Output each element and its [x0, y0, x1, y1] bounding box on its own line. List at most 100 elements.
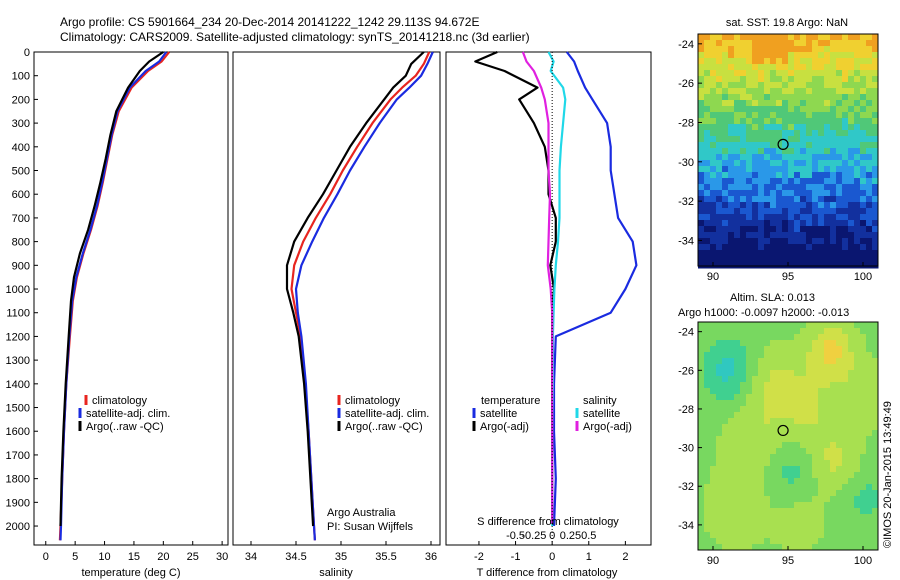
- map-cell: [770, 250, 777, 257]
- map-cell: [842, 532, 849, 539]
- map-cell: [866, 358, 873, 365]
- map-cell: [830, 82, 837, 89]
- map-cell: [788, 448, 795, 455]
- map-cell: [758, 424, 765, 431]
- map-cell: [842, 322, 849, 329]
- map-cell: [836, 382, 843, 389]
- lat-tick-label: -28: [678, 117, 694, 129]
- map-cell: [782, 436, 789, 443]
- map-cell: [716, 394, 723, 401]
- map-cell: [728, 214, 735, 221]
- map-cell: [824, 466, 831, 473]
- map-cell: [722, 166, 729, 173]
- map-cell: [842, 520, 849, 527]
- map-cell: [836, 364, 843, 371]
- map-cell: [758, 544, 765, 551]
- map-cell: [770, 502, 777, 509]
- map-cell: [722, 418, 729, 425]
- lon-tick-label: 90: [707, 555, 719, 567]
- map-cell: [824, 424, 831, 431]
- map-cell: [770, 430, 777, 437]
- map-cell: [734, 88, 741, 95]
- map-cell: [848, 544, 855, 551]
- map-cell: [776, 202, 783, 209]
- map-cell: [776, 124, 783, 131]
- map-cell: [812, 190, 819, 197]
- map-cell: [854, 520, 861, 527]
- map-cell: [698, 46, 705, 53]
- map-cell: [716, 196, 723, 203]
- map-cell: [758, 322, 765, 329]
- map-cell: [860, 148, 867, 155]
- map-cell: [716, 256, 723, 263]
- map-cell: [848, 190, 855, 197]
- map-cell: [842, 262, 849, 269]
- map-cell: [836, 322, 843, 329]
- map-cell: [788, 124, 795, 131]
- map-cell: [836, 508, 843, 515]
- map-cell: [842, 220, 849, 227]
- map-cell: [740, 508, 747, 515]
- map-cell: [806, 34, 813, 41]
- map-cell: [806, 484, 813, 491]
- map-cell: [740, 334, 747, 341]
- map-cell: [848, 352, 855, 359]
- map-cell: [710, 88, 717, 95]
- map-cell: [746, 124, 753, 131]
- map-cell: [740, 142, 747, 149]
- map-cell: [746, 448, 753, 455]
- map-cell: [854, 394, 861, 401]
- map-cell: [764, 502, 771, 509]
- map-cell: [836, 208, 843, 215]
- map-cell: [770, 130, 777, 137]
- map-cell: [830, 142, 837, 149]
- map-cell: [854, 202, 861, 209]
- map-cell: [866, 88, 873, 95]
- map-cell: [848, 394, 855, 401]
- map-cell: [704, 256, 711, 263]
- map-cell: [770, 544, 777, 551]
- map-cell: [704, 184, 711, 191]
- map-cell: [764, 184, 771, 191]
- map-cell: [824, 544, 831, 551]
- map-cell: [728, 106, 735, 113]
- map-cell: [818, 244, 825, 251]
- map-cell: [794, 424, 801, 431]
- map-cell: [752, 454, 759, 461]
- map-cell: [836, 412, 843, 419]
- map-cell: [800, 250, 807, 257]
- map-cell: [764, 244, 771, 251]
- map-cell: [740, 196, 747, 203]
- map-cell: [794, 322, 801, 329]
- map-cell: [722, 70, 729, 77]
- map-cell: [698, 388, 705, 395]
- map-cell: [752, 406, 759, 413]
- map-cell: [848, 172, 855, 179]
- map-cell: [872, 112, 879, 119]
- map-cell: [836, 532, 843, 539]
- map-cell: [812, 538, 819, 545]
- map-cell: [710, 220, 717, 227]
- map-cell: [824, 418, 831, 425]
- map-cell: [740, 130, 747, 137]
- map-cell: [716, 352, 723, 359]
- map-cell: [842, 466, 849, 473]
- map-cell: [866, 70, 873, 77]
- map-cell: [782, 154, 789, 161]
- map-cell: [758, 514, 765, 521]
- map-cell: [800, 100, 807, 107]
- map-cell: [842, 40, 849, 47]
- map-cell: [866, 130, 873, 137]
- map-cell: [764, 58, 771, 65]
- map-cell: [788, 538, 795, 545]
- map-cell: [830, 124, 837, 131]
- map-cell: [698, 214, 705, 221]
- map-cell: [728, 514, 735, 521]
- map-cell: [722, 202, 729, 209]
- map-cell: [728, 412, 735, 419]
- map-cell: [782, 46, 789, 53]
- map-cell: [758, 106, 765, 113]
- map-cell: [794, 202, 801, 209]
- map-cell: [728, 160, 735, 167]
- depth-tick-label: 1300: [6, 355, 30, 367]
